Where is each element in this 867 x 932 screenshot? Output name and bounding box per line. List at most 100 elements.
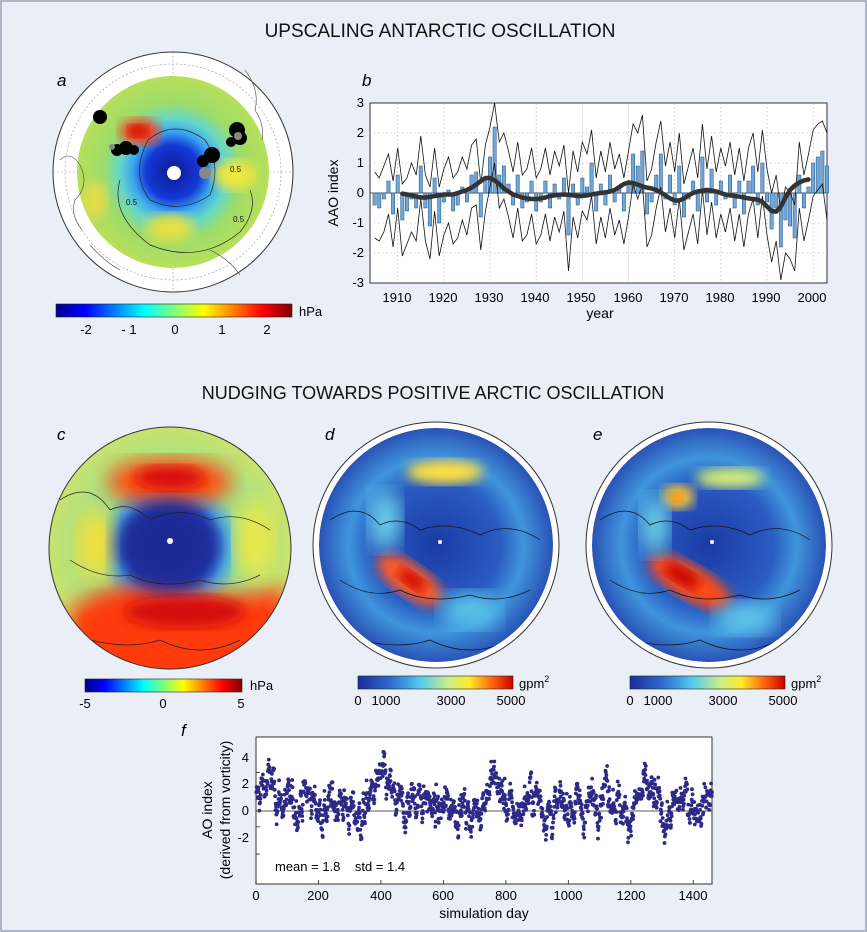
chart-b-bar [792, 192, 797, 239]
chart-f-point [346, 827, 351, 832]
colorbar-d-tick: 3000 [437, 693, 466, 708]
colorbar-c-unit: hPa [250, 678, 274, 693]
chart-f-x-tick-label: 1000 [554, 888, 583, 903]
chart-b-grid [370, 103, 827, 283]
chart-f-point [489, 759, 494, 764]
chart-f-point [284, 797, 289, 802]
chart-f-point [358, 827, 363, 832]
panel-label-f: f [181, 721, 188, 740]
chart-b-x-tick-label: 1930 [475, 290, 504, 305]
chart-f-point [471, 812, 475, 817]
chart-b-bar [548, 192, 552, 209]
chart-f-point [322, 798, 327, 802]
chart-f-point [371, 794, 376, 798]
chart-f-point [621, 814, 626, 819]
chart-f-point [686, 802, 691, 807]
chart-b-bar [543, 180, 548, 194]
chart-f-point [419, 796, 424, 801]
chart-f-point [583, 820, 588, 825]
chart-f-point [430, 814, 435, 819]
chart-f-point [289, 800, 294, 805]
chart-f-point [351, 799, 355, 804]
chart-f-point [464, 821, 469, 826]
chart-f-point [364, 778, 369, 783]
chart-f-point [358, 815, 362, 820]
chart-f-point [256, 790, 261, 794]
chart-f-point [257, 808, 262, 813]
chart-f-point [650, 786, 655, 790]
chart-f-point [462, 791, 467, 796]
chart-f-point [324, 811, 328, 816]
chart-f-point [345, 813, 350, 818]
chart-f-point [401, 804, 405, 808]
chart-b-bar [478, 192, 483, 218]
chart-f-point [589, 785, 593, 790]
chart-f-point [414, 811, 419, 815]
chart-f-point [273, 794, 277, 799]
colorbar-e-tick: 5000 [769, 693, 798, 708]
chart-f-point [419, 804, 424, 809]
chart-b-y-ticks: 3 2 1 0 -1 -2 -3 [352, 95, 364, 290]
chart-f-point [310, 812, 314, 816]
map-e-field [592, 428, 826, 662]
chart-f-point [390, 795, 395, 799]
panel-f: f 4 2 0 -2 0 200 400 600 800 1000 1200 1… [181, 721, 714, 921]
chart-f-point [421, 784, 426, 789]
chart-f-point [581, 824, 586, 829]
chart-f-point [317, 801, 322, 806]
chart-f-point [467, 814, 471, 818]
chart-f-point [466, 804, 470, 808]
chart-f-point [658, 796, 663, 801]
chart-b-bar [561, 177, 566, 194]
chart-f-point [401, 811, 406, 815]
chart-f-point [709, 781, 713, 786]
chart-f-point [561, 791, 565, 796]
chart-f-point [312, 784, 317, 789]
chart-f-point [658, 819, 663, 824]
chart-f-point [392, 789, 397, 794]
chart-f-point [631, 814, 636, 818]
chart-b-y-tick-label: 2 [357, 125, 364, 140]
panel-label-b: b [362, 71, 371, 90]
chart-f-point [550, 836, 554, 841]
chart-f-point [462, 787, 467, 791]
chart-f-point [294, 816, 299, 821]
chart-f-point [643, 773, 648, 777]
chart-f-point [456, 834, 461, 838]
chart-f-point [308, 786, 312, 791]
chart-f-point [615, 779, 620, 784]
chart-f-point [340, 812, 345, 817]
colorbar-a-tick: -2 [80, 322, 92, 337]
panel-label-e: e [593, 425, 602, 444]
chart-f-point [595, 806, 599, 811]
colorbar-d-tick: 0 [354, 693, 361, 708]
chart-f-point [614, 821, 618, 826]
chart-f-point [330, 780, 335, 785]
chart-f-point [645, 778, 649, 783]
chart-f-point [363, 811, 368, 815]
chart-f-point [366, 803, 371, 808]
chart-f-point [529, 770, 534, 775]
chart-f-point [702, 781, 707, 786]
colorbar-a-tick: 1 [218, 322, 225, 337]
chart-b-x-tick-label: 1910 [383, 290, 412, 305]
chart-f-point [341, 815, 346, 820]
chart-f-point [357, 805, 361, 810]
chart-f-point [258, 797, 263, 801]
heading-nudging: NUDGING TOWARDS POSITIVE ARCTIC OSCILLAT… [202, 383, 664, 403]
chart-f-point [448, 817, 452, 821]
chart-b-bar [372, 192, 377, 206]
chart-f-point [596, 824, 601, 829]
chart-f-annotation: mean = 1.8 std = 1.4 [275, 859, 405, 874]
map-a-contour-label: 0.5 [230, 165, 242, 174]
chart-f-point [523, 802, 528, 807]
chart-f-point [388, 774, 392, 778]
chart-f-point [408, 813, 412, 818]
chart-f-point [267, 765, 272, 770]
chart-f-point [601, 797, 606, 802]
chart-f-point [277, 778, 281, 783]
chart-f-point [547, 800, 552, 805]
chart-f-point [452, 799, 456, 804]
panel-label-a: a [57, 71, 66, 90]
colorbar-e [629, 675, 786, 690]
